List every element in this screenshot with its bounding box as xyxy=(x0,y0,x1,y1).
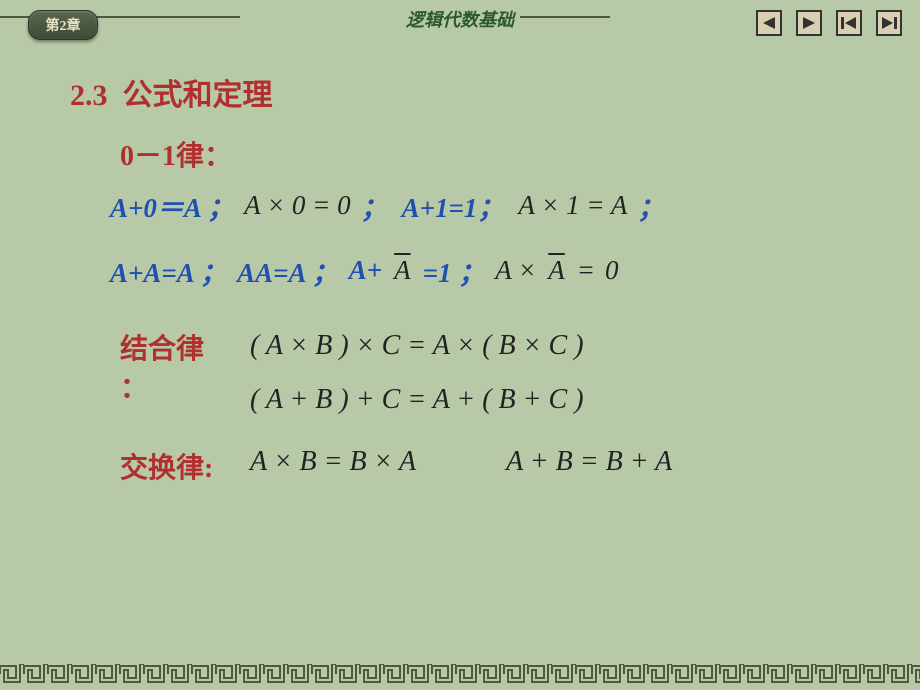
assoc-law-title: 结合律： xyxy=(120,330,250,408)
nav-first-icon[interactable] xyxy=(836,10,862,36)
section-title-text: 公式和定理 xyxy=(123,79,273,112)
section-number: 2.3 xyxy=(70,79,108,112)
formula-a-times-abar-pre: A × xyxy=(495,255,536,286)
zero-one-law-title: 0－1律： xyxy=(120,134,860,174)
commut-law-block: 交换律: A × B = B × A A + B = B + A xyxy=(120,446,860,486)
commut-formula-mul: A × B = B × A xyxy=(250,446,416,478)
formula-a-plus-1: A+1=1； xyxy=(402,186,505,225)
commut-formulas: A × B = B × A A + B = B + A xyxy=(250,446,672,478)
commut-law-title: 交换律: xyxy=(120,446,250,486)
nav-next-icon[interactable] xyxy=(796,10,822,36)
formula-a-times-abar-mid: = xyxy=(577,255,595,286)
nav-icon-bar xyxy=(756,10,902,36)
sep-1: ； xyxy=(361,186,388,225)
assoc-formula-mul: ( A × B ) × C = A × ( B × C ) xyxy=(250,330,584,362)
nav-prev-icon[interactable] xyxy=(756,10,782,36)
formula-aa: AA=A ； xyxy=(237,251,339,290)
formula-a-plus-a: A+A=A ； xyxy=(110,251,227,290)
formula-abar-1: A xyxy=(392,255,413,286)
assoc-formula-add: ( A + B ) + C = A + ( B + C ) xyxy=(250,384,584,416)
formula-a-plus-0: A+0＝A ； xyxy=(110,186,234,225)
section-title: 2.3 公式和定理 xyxy=(70,70,860,114)
zero-one-row-2: A+A=A ； AA=A ； A+ A =1 ； A × A = 0 xyxy=(110,251,860,290)
assoc-formulas: ( A × B ) × C = A × ( B × C ) ( A + B ) … xyxy=(250,330,584,416)
zero-one-row-1: A+0＝A ； A × 0 = 0 ； A+1=1； A × 1 = A ； xyxy=(110,186,860,225)
content-area: 2.3 公式和定理 0－1律： A+0＝A ； A × 0 = 0 ； A+1=… xyxy=(0,60,920,506)
formula-a-times-0: A × 0 = 0 xyxy=(244,190,350,221)
nav-last-icon[interactable] xyxy=(876,10,902,36)
formula-abar-2: A xyxy=(546,255,567,286)
formula-a-times-abar-val: 0 xyxy=(605,255,619,286)
formula-a-times-1: A × 1 = A xyxy=(518,190,627,221)
bottom-border xyxy=(0,664,920,684)
formula-a-plus-abar-pre: A+ xyxy=(349,255,382,286)
assoc-law-block: 结合律： ( A × B ) × C = A × ( B × C ) ( A +… xyxy=(120,330,860,416)
formula-a-plus-abar-post: =1 ； xyxy=(423,251,486,290)
sep-2: ； xyxy=(637,186,664,225)
commut-formula-add: A + B = B + A xyxy=(506,446,672,478)
